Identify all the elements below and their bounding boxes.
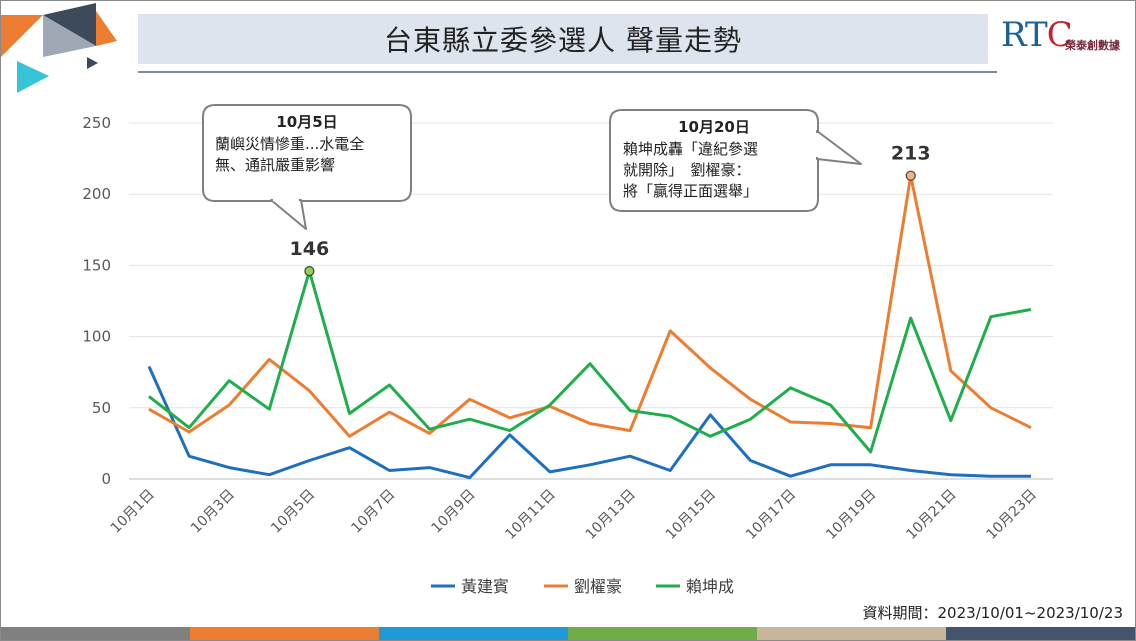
peak-value-label: 146 bbox=[290, 238, 330, 260]
y-tick-label: 150 bbox=[82, 256, 111, 274]
y-tick-label: 200 bbox=[82, 185, 111, 203]
x-tick-label: 10月3日 bbox=[188, 487, 238, 537]
legend-label: 劉櫂豪 bbox=[574, 577, 622, 596]
callout-text-line: 賴坤成轟「違紀參選 bbox=[623, 140, 758, 158]
highlight-point bbox=[905, 170, 916, 181]
x-tick-label: 10月1日 bbox=[108, 487, 158, 537]
series-line bbox=[147, 365, 1031, 480]
callout-text-line: 將「贏得正面選舉」 bbox=[623, 182, 758, 200]
callout-date: 10月20日 bbox=[678, 118, 750, 136]
y-tick-label: 0 bbox=[101, 470, 111, 488]
x-tick-label: 10月9日 bbox=[429, 487, 479, 537]
legend-label: 賴坤成 bbox=[686, 577, 734, 596]
triangle-logo-icon bbox=[1, 3, 117, 93]
x-tick-label: 10月11日 bbox=[502, 487, 558, 543]
callout-date: 10月5日 bbox=[276, 113, 337, 131]
callout-tail bbox=[816, 130, 862, 165]
y-tick-label: 250 bbox=[82, 114, 111, 132]
x-tick-label: 10月7日 bbox=[348, 487, 398, 537]
callout-box bbox=[609, 109, 819, 212]
bottom-color-bar bbox=[1, 627, 1135, 640]
x-tick-label: 10月23日 bbox=[984, 487, 1040, 543]
legend-label: 黃建賓 bbox=[461, 577, 509, 596]
callout-text-line: 就開除」 劉櫂豪： bbox=[623, 161, 751, 179]
x-tick-label: 10月21日 bbox=[903, 487, 959, 543]
callout-tail bbox=[270, 199, 307, 230]
series-line bbox=[148, 269, 1032, 454]
bottom-bar-segment bbox=[568, 627, 757, 640]
x-tick-label: 10月15日 bbox=[663, 487, 719, 543]
callout-text-line: 蘭嶼災情慘重...水電全 bbox=[215, 135, 364, 153]
bottom-bar-segment bbox=[1, 627, 190, 640]
callout-box bbox=[202, 104, 412, 202]
bottom-bar-segment bbox=[379, 627, 568, 640]
brand-logo-text: RTC bbox=[1001, 15, 1073, 55]
title-bar: 台東縣立委參選人 聲量走勢 bbox=[138, 14, 988, 64]
highlight-point bbox=[304, 265, 315, 277]
peak-value-label: 213 bbox=[891, 143, 931, 165]
x-tick-label: 10月19日 bbox=[823, 487, 879, 543]
line-chart: 0 50 100 150 200 250 10月1日 10月3日 10月5日 10月7日 10月9日… bbox=[82, 104, 1053, 596]
x-tick-label: 10月17日 bbox=[743, 487, 799, 543]
title-underline bbox=[138, 71, 997, 73]
y-tick-label: 100 bbox=[82, 328, 111, 346]
callout-text-line: 無、通訊嚴重影響 bbox=[215, 156, 335, 174]
bottom-bar-segment bbox=[757, 627, 946, 640]
bottom-bar-segment bbox=[946, 627, 1135, 640]
bottom-bar-segment bbox=[190, 627, 379, 640]
source-note: 資料期間：2023/10/01~2023/10/23 bbox=[862, 604, 1123, 622]
chart-title: 台東縣立委參選人 聲量走勢 bbox=[384, 24, 742, 57]
series-line bbox=[148, 174, 1032, 438]
x-tick-label: 10月5日 bbox=[268, 487, 318, 537]
brand-name: 榮泰創數據 bbox=[1065, 39, 1120, 52]
x-tick-label: 10月13日 bbox=[583, 487, 639, 543]
y-tick-label: 50 bbox=[92, 399, 111, 417]
